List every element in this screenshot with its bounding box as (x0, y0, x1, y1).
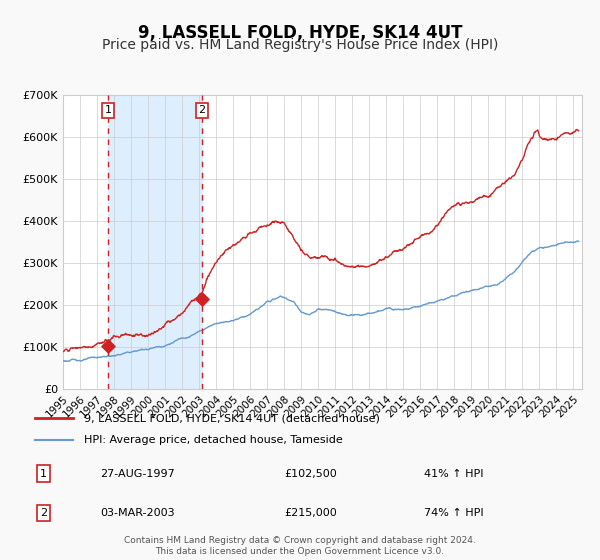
Text: 9, LASSELL FOLD, HYDE, SK14 4UT (detached house): 9, LASSELL FOLD, HYDE, SK14 4UT (detache… (84, 413, 380, 423)
Point (197, 295, 207, 304)
Text: £102,500: £102,500 (284, 469, 337, 479)
Text: Price paid vs. HM Land Registry's House Price Index (HPI): Price paid vs. HM Land Registry's House … (102, 38, 498, 52)
Text: 74% ↑ HPI: 74% ↑ HPI (424, 508, 484, 518)
Text: Contains HM Land Registry data © Crown copyright and database right 2024.: Contains HM Land Registry data © Crown c… (124, 536, 476, 545)
Text: This data is licensed under the Open Government Licence v3.0.: This data is licensed under the Open Gov… (155, 547, 445, 556)
Text: 1: 1 (40, 469, 47, 479)
Text: 2: 2 (199, 105, 206, 115)
Text: HPI: Average price, detached house, Tameside: HPI: Average price, detached house, Tame… (84, 435, 343, 445)
Text: 41% ↑ HPI: 41% ↑ HPI (424, 469, 484, 479)
Text: 9, LASSELL FOLD, HYDE, SK14 4UT: 9, LASSELL FOLD, HYDE, SK14 4UT (138, 24, 462, 41)
Text: £215,000: £215,000 (284, 508, 337, 518)
Text: 03-MAR-2003: 03-MAR-2003 (100, 508, 175, 518)
Bar (108, 95, 202, 389)
Text: 27-AUG-1997: 27-AUG-1997 (100, 469, 175, 479)
Text: 1: 1 (104, 105, 112, 115)
Text: 2: 2 (40, 508, 47, 518)
Point (103, 342, 113, 351)
